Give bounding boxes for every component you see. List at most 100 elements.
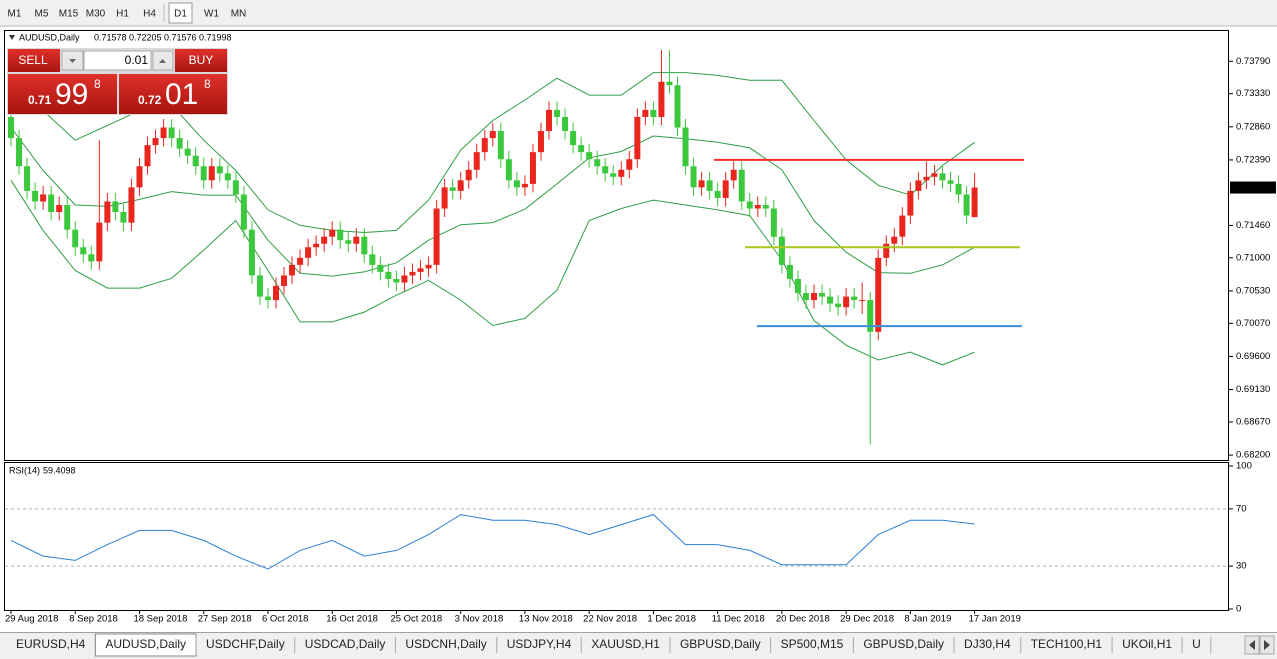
tab-label[interactable]: USDCAD,Daily [305, 637, 386, 651]
candle-body [329, 229, 336, 237]
candle-body [658, 81, 665, 117]
timeframe-button[interactable]: M15 [59, 9, 79, 20]
bollinger-lower [10, 180, 975, 366]
candle-body [827, 296, 834, 304]
candle-body [168, 127, 175, 139]
candle-body [971, 187, 978, 218]
timeframe-button[interactable]: MN [231, 9, 247, 20]
lot-value[interactable]: 0.01 [125, 53, 149, 67]
active-timeframe[interactable] [168, 2, 193, 24]
candle-body [947, 180, 954, 184]
timeframe-button[interactable]: H4 [143, 9, 156, 20]
candle-body [120, 212, 127, 223]
candle-body [272, 286, 279, 301]
x-tick-label: 22 Nov 2018 [583, 614, 637, 625]
candle-body [281, 275, 288, 287]
candle-body [433, 208, 440, 265]
y-tick-label: 0.71000 [1236, 252, 1270, 263]
x-tick-label: 20 Dec 2018 [776, 614, 830, 625]
tab-label[interactable]: EURUSD,H4 [16, 637, 86, 651]
candle-body [72, 229, 79, 248]
tab-label[interactable]: SP500,M15 [781, 637, 844, 651]
candle-body [690, 166, 697, 188]
ask-box[interactable] [119, 74, 227, 114]
candle-body [80, 247, 87, 255]
candle-body [682, 127, 689, 167]
candle-body [104, 201, 111, 223]
candle-body [457, 180, 464, 191]
timeframe-button[interactable]: D1 [174, 9, 187, 20]
timeframe-button[interactable]: M30 [86, 9, 106, 20]
candle-body [337, 229, 344, 241]
candle-body [353, 236, 360, 244]
tab-label[interactable]: U [1192, 637, 1201, 651]
x-tick-label: 6 Oct 2018 [262, 614, 308, 625]
candle-body [16, 138, 23, 167]
tab-label[interactable]: XAUUSD,H1 [591, 637, 660, 651]
buy-button[interactable] [175, 49, 227, 72]
candle-body [674, 85, 681, 128]
candle-body [586, 152, 593, 160]
candle-body [8, 116, 14, 139]
scroll-arrow [1249, 640, 1255, 650]
candle-body [176, 138, 183, 149]
timeframe-button[interactable]: H1 [116, 9, 129, 20]
candle-body [706, 180, 713, 191]
candle-body [811, 293, 817, 301]
buy-label[interactable]: BUY [189, 53, 214, 67]
candle-body [417, 268, 424, 272]
candle-body [851, 296, 858, 301]
header-icon [9, 35, 15, 40]
candle-body [128, 187, 135, 223]
bid-box[interactable] [8, 74, 117, 114]
candle-body [449, 187, 456, 191]
candle-body [313, 243, 320, 248]
timeframe-button[interactable]: M1 [8, 9, 22, 20]
tab-label[interactable]: DJ30,H4 [964, 637, 1011, 651]
candle-body [594, 159, 601, 167]
candle-body [521, 183, 528, 188]
candle-body [401, 275, 408, 283]
candle-body [505, 159, 512, 181]
sell-button[interactable] [8, 49, 60, 72]
timeframe-button[interactable]: M5 [35, 9, 49, 20]
tab-label[interactable]: USDJPY,H4 [507, 637, 572, 651]
stepper-arrow [159, 59, 166, 63]
high-value: 0.72205 [129, 32, 162, 42]
timeframe-button[interactable]: W1 [204, 9, 219, 20]
candle-body [714, 190, 721, 198]
rsi-panel [4, 462, 1229, 611]
tab-label[interactable]: USDCHF,Daily [206, 637, 285, 651]
candle-body [835, 303, 842, 308]
candle-body [626, 159, 633, 170]
tab-label[interactable]: GBPUSD,Daily [680, 637, 761, 651]
y-tick-label: 100 [1236, 461, 1252, 472]
candle-body [160, 127, 167, 139]
tab-label[interactable]: UKOil,H1 [1122, 637, 1172, 651]
candle-body [232, 180, 239, 195]
candle-body [642, 109, 649, 117]
tab-label[interactable]: USDCNH,Daily [405, 637, 486, 651]
y-tick-label: 30 [1236, 561, 1247, 572]
lot-input[interactable] [83, 50, 152, 71]
candle-body [216, 166, 223, 174]
tabs: EURUSD,H4 AUDUSD,Daily USDCHF,Daily USDCAD,… [16, 633, 1212, 657]
y-tick-label: 0.72860 [1236, 121, 1270, 132]
candle-body [931, 173, 938, 177]
candle-body [899, 215, 906, 237]
candle-body [441, 187, 448, 209]
tab-label[interactable]: AUDUSD,Daily [105, 637, 186, 651]
bid-pips: 99 [55, 78, 88, 111]
y-tick-label: 0.70070 [1236, 318, 1270, 329]
candle-body [48, 194, 55, 213]
tab-label[interactable]: GBPUSD,Daily [863, 637, 944, 651]
tab-label[interactable]: TECH100,H1 [1031, 637, 1103, 651]
candle-body [144, 145, 151, 167]
candle-body [875, 257, 882, 332]
candle-body [489, 131, 496, 139]
candle-body [56, 204, 63, 213]
sell-label[interactable]: SELL [18, 53, 48, 67]
candle-body [859, 300, 866, 302]
candle-body [24, 166, 31, 191]
candle-body [256, 275, 263, 297]
